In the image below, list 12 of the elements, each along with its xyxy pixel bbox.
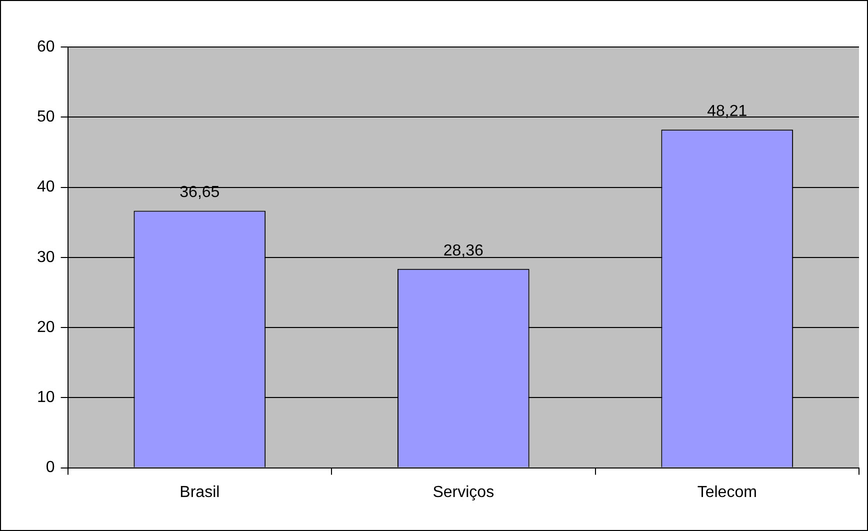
y-tick-label: 0	[46, 459, 55, 476]
data-label: 28,36	[443, 242, 484, 260]
x-tick-label: Telecom	[697, 484, 757, 501]
x-tick-label: Brasil	[180, 484, 220, 501]
y-tick-label: 60	[37, 38, 55, 56]
y-tick-label: 40	[37, 178, 55, 196]
y-tick-label: 30	[37, 248, 55, 266]
y-tick-label: 50	[37, 108, 55, 126]
data-label: 48,21	[707, 103, 748, 120]
y-tick-label: 10	[37, 389, 55, 406]
x-tick-label: Serviços	[432, 484, 494, 501]
y-tick-label: 20	[37, 318, 55, 336]
